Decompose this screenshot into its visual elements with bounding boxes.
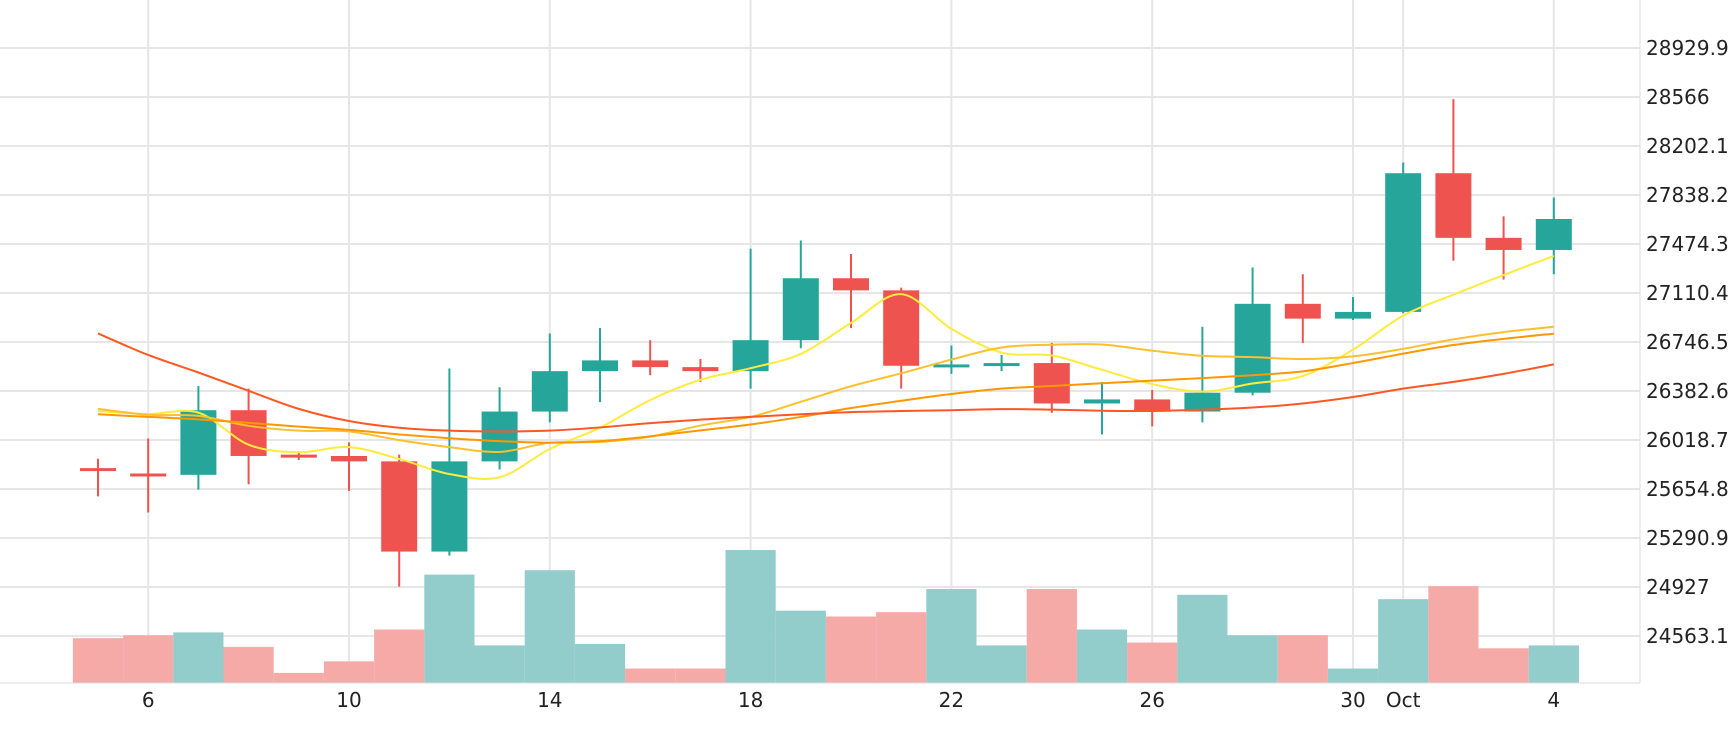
y-tick-label: 28566: [1646, 85, 1710, 109]
candle-body: [1335, 311, 1371, 319]
moving-average-ma20: [97, 332, 1554, 444]
y-tick-label: 25654.8: [1646, 477, 1729, 501]
candle-body: [1485, 237, 1522, 250]
candle-body: [280, 454, 317, 458]
volume-bar: [524, 570, 575, 683]
volume-bar: [323, 661, 375, 683]
y-tick-label: 27838.2: [1646, 183, 1729, 207]
candle-bodies: [80, 173, 1572, 552]
volume-bar: [223, 646, 274, 683]
candle-body: [331, 455, 367, 462]
volume-bars: [72, 550, 1579, 683]
volume-bar: [574, 643, 626, 683]
x-tick-label: Oct: [1386, 688, 1421, 712]
volume-bar: [1478, 648, 1529, 683]
candle-body: [1435, 173, 1472, 238]
candle-body: [582, 360, 618, 372]
candle-body: [1535, 218, 1572, 250]
y-tick-label: 27474.3: [1646, 232, 1729, 256]
volume-bar: [625, 668, 676, 683]
candle-body: [1184, 392, 1221, 412]
candle-body: [381, 461, 418, 552]
candle-body: [1284, 303, 1321, 319]
candle-body: [833, 278, 869, 291]
volume-bar: [675, 668, 726, 683]
volume-bar: [725, 550, 776, 683]
volume-bar: [1528, 645, 1579, 683]
candle-body: [732, 340, 769, 372]
volume-bar: [1076, 629, 1128, 683]
x-tick-label: 26: [1139, 688, 1164, 712]
volume-bar: [1227, 635, 1278, 683]
x-tick-label: 30: [1340, 688, 1365, 712]
volume-bar: [1378, 599, 1429, 683]
volume-bar: [1127, 642, 1178, 683]
candle-body: [1134, 399, 1171, 412]
y-tick-label: 24927: [1646, 575, 1710, 599]
volume-bar: [825, 616, 877, 683]
candle-body: [933, 364, 970, 368]
y-tick-label: 28202.1: [1646, 134, 1729, 158]
x-tick-label: 4: [1547, 688, 1560, 712]
volume-bar: [1428, 586, 1479, 683]
x-tick-label: 22: [939, 688, 964, 712]
candle-body: [531, 371, 568, 412]
candle-body: [782, 278, 819, 341]
candle-body: [80, 468, 116, 472]
moving-average-ma10: [97, 325, 1554, 454]
candle-body: [130, 473, 167, 477]
volume-bar: [424, 574, 475, 683]
volume-bar: [1277, 635, 1328, 683]
y-tick-label: 24563.1: [1646, 624, 1729, 648]
candle-body: [481, 411, 518, 462]
moving-average-ma30: [97, 332, 1554, 433]
x-tick-label: 18: [738, 688, 763, 712]
volume-bar: [123, 635, 174, 683]
candle-body: [632, 360, 669, 368]
candle-body: [682, 367, 719, 372]
volume-bar: [1026, 589, 1077, 683]
volume-bar: [72, 638, 124, 683]
moving-average-ma5: [97, 254, 1555, 480]
candle-body: [883, 290, 920, 366]
volume-bar: [876, 612, 927, 683]
volume-bar: [775, 610, 826, 683]
volume-bar: [926, 589, 977, 683]
volume-bar: [374, 629, 425, 683]
candle-body: [983, 363, 1020, 367]
volume-bar: [1327, 668, 1379, 683]
y-tick-label: 26018.7: [1646, 428, 1729, 452]
y-tick-label: 27110.4: [1646, 281, 1729, 305]
candle-body: [1385, 173, 1422, 312]
x-axis-labels: 6 10 14 18 22 26 30 Oct 4: [142, 688, 1560, 712]
candle-body: [1033, 363, 1070, 404]
volume-bar: [976, 645, 1027, 683]
y-tick-label: 25290.9: [1646, 526, 1729, 550]
y-tick-label: 28929.9: [1646, 36, 1729, 60]
candle-body: [1234, 303, 1271, 393]
volume-bar: [1177, 594, 1228, 683]
y-tick-label: 26746.5: [1646, 330, 1729, 354]
y-tick-label: 26382.6: [1646, 379, 1729, 403]
volume-bar: [273, 672, 324, 683]
x-tick-label: 6: [142, 688, 155, 712]
volume-bar: [474, 645, 525, 683]
volume-bar: [173, 632, 224, 683]
y-axis-labels: 28929.9 28566 28202.1 27838.2 27474.3 27110.4…: [1646, 36, 1729, 648]
moving-average-lines: [97, 254, 1555, 480]
x-tick-label: 10: [336, 688, 361, 712]
x-tick-label: 14: [537, 688, 562, 712]
candle-body: [1084, 399, 1120, 404]
